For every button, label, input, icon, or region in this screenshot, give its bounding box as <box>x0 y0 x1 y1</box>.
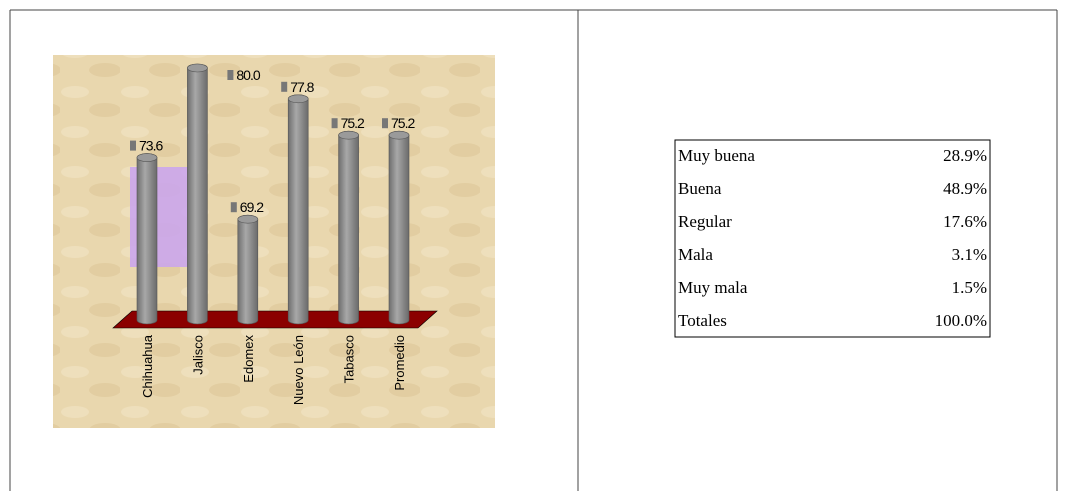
category-label: Jalisco <box>190 335 205 375</box>
value-label: 77.8 <box>290 79 314 95</box>
chart: 73.6 Chihuahua 80.0 Jalisco 69.2 Edomex 77.8 Nu… <box>130 63 416 405</box>
row-label: Regular <box>678 212 732 231</box>
bar-top <box>287 94 309 104</box>
row-value: 48.9% <box>943 179 987 198</box>
row-label: Buena <box>678 179 722 198</box>
bar-top <box>388 130 410 140</box>
row-value: 1.5% <box>952 278 987 297</box>
label-key <box>331 118 338 129</box>
row-value: 100.0% <box>935 311 987 330</box>
category-label: Nuevo León <box>291 335 306 405</box>
bar <box>338 130 359 325</box>
bar-top <box>187 63 208 73</box>
row-value: 3.1% <box>952 245 987 264</box>
value-label: 80.0 <box>236 67 260 83</box>
bar-top <box>338 130 359 140</box>
value-label: 75.2 <box>391 115 415 131</box>
bar <box>237 214 259 325</box>
value-label: 73.6 <box>139 138 163 154</box>
row-label: Muy mala <box>678 278 748 297</box>
label-key <box>130 140 136 151</box>
bar-top <box>237 214 259 224</box>
bar-top <box>136 153 158 162</box>
row-label: Totales <box>678 311 727 330</box>
label-key <box>281 81 288 92</box>
category-label: Chihuahua <box>140 334 155 398</box>
value-label: 75.2 <box>341 115 365 131</box>
category-label: Tabasco <box>342 335 357 383</box>
table-border <box>674 139 991 338</box>
bar <box>187 63 208 325</box>
bar <box>136 153 158 325</box>
label-key <box>227 70 234 80</box>
bar <box>287 94 309 325</box>
chart-background <box>53 55 495 428</box>
floor <box>112 310 438 329</box>
row-value: 28.9% <box>943 146 987 165</box>
table: Muy buena 28.9% Buena 48.9% Regular 17.6% Mala… <box>678 146 987 330</box>
category-label: Promedio <box>392 335 407 391</box>
label-key <box>230 202 237 213</box>
category-label: Edomex <box>241 335 256 383</box>
row-label: Mala <box>678 245 713 264</box>
bar <box>388 130 410 325</box>
label-key <box>382 118 388 129</box>
value-label: 69.2 <box>240 199 264 215</box>
row-label: Muy buena <box>678 146 755 165</box>
row-value: 17.6% <box>943 212 987 231</box>
